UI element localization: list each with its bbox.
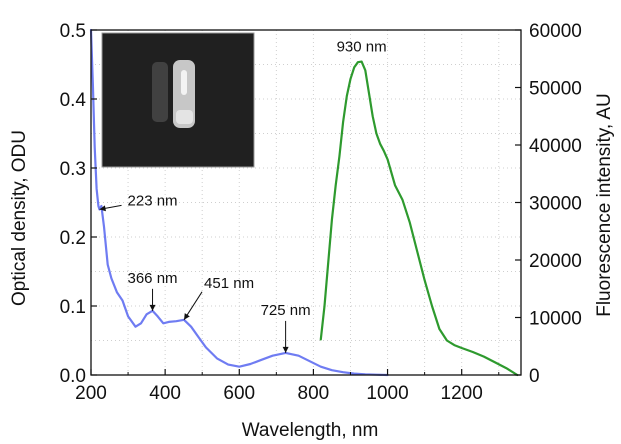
left-y-tick-label: 0.0 [60,366,86,387]
right-y-tick-label: 60000 [529,21,582,42]
annotation-label: 366 nm [128,270,178,287]
right-y-tick-label: 20000 [529,251,582,272]
x-axis-label: Wavelength, nm [242,420,379,441]
right-y-axis-label: Fluorescence intensity, AU [594,93,615,317]
annotations-layer: 223 nm 366 nm 451 nm 725 nm 930 nm [99,39,387,353]
left-y-tick-label: 0.4 [60,90,87,111]
left-y-tick-label: 0.5 [60,21,86,42]
inset-vial-base [176,110,193,124]
annotation-label: 725 nm [261,302,311,319]
right-y-tick-label: 50000 [529,79,582,100]
left-y-tick-label: 0.1 [60,297,86,318]
right-y-tick-label: 30000 [529,194,582,215]
x-tick-label: 400 [149,383,181,404]
left-y-tick-label: 0.3 [60,159,86,180]
annotation-arrowhead [282,346,289,353]
left-y-axis-label: Optical density, ODU [9,130,30,306]
grid [91,29,521,375]
series-layer [89,28,519,377]
right-y-tick-label: 40000 [529,136,582,157]
inset-vial-left [152,62,168,122]
annotation-arrowhead [149,304,156,311]
x-tick-label: 1200 [441,383,483,404]
annotation-arrowhead [99,205,106,212]
inset-vial-glow [181,70,187,95]
inset-photo [101,32,255,168]
x-tick-label: 600 [223,383,255,404]
x-tick-label: 800 [298,383,330,404]
annotation-label: 930 nm [337,39,387,56]
x-tick-label: 200 [75,383,107,404]
annotation-label: 451 nm [204,275,254,292]
fluorescence-series-line [319,60,519,377]
absorbance-series-line [89,28,389,377]
annotation-label: 223 nm [128,192,178,209]
left-y-tick-label: 0.2 [60,228,86,249]
annotation-arrowhead [184,313,190,320]
ticks: 200 400 600 800 1000 1200 0.0 0.1 0.2 0.3 0.4 0.5 0 1… [60,21,582,404]
right-y-tick-label: 10000 [529,309,582,330]
right-y-tick-label: 0 [529,366,540,387]
x-tick-label: 1000 [366,383,408,404]
